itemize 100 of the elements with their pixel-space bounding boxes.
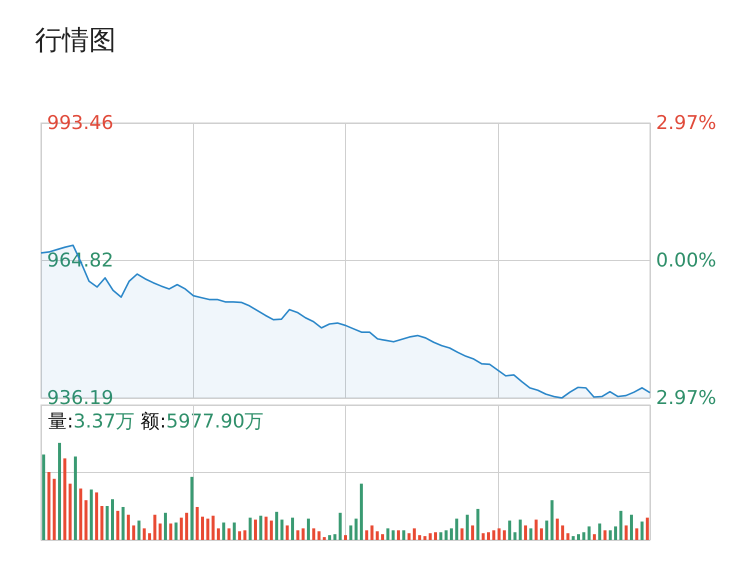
bar xyxy=(534,520,538,540)
bar xyxy=(116,510,120,540)
bar xyxy=(428,533,432,540)
bar xyxy=(126,514,130,540)
bar xyxy=(572,536,575,540)
bar xyxy=(110,499,114,540)
bar xyxy=(412,528,416,540)
bar xyxy=(423,536,426,540)
bar xyxy=(137,520,140,540)
bar xyxy=(619,510,622,540)
bar xyxy=(513,532,516,540)
bar xyxy=(84,500,88,540)
bar xyxy=(486,532,490,540)
bar xyxy=(603,530,606,540)
bar xyxy=(90,489,93,540)
bar xyxy=(222,522,226,540)
bar xyxy=(79,488,82,540)
bar xyxy=(190,476,194,540)
bar xyxy=(444,530,448,540)
bar xyxy=(624,525,628,540)
bar xyxy=(360,484,363,540)
bar xyxy=(333,534,336,540)
bar xyxy=(460,528,464,540)
bar xyxy=(466,514,469,540)
bar xyxy=(122,506,125,540)
bar xyxy=(540,528,543,540)
bar xyxy=(582,532,586,540)
bar xyxy=(476,508,480,540)
bar xyxy=(392,530,395,540)
bar xyxy=(243,530,246,540)
bar xyxy=(338,512,342,540)
bar xyxy=(386,528,390,540)
bar xyxy=(502,530,506,540)
bar xyxy=(381,534,384,540)
bar xyxy=(259,516,262,540)
bar xyxy=(344,535,347,540)
bar xyxy=(212,516,215,540)
bar xyxy=(455,518,458,540)
bar xyxy=(450,528,453,540)
y-tick-label: 936.19 xyxy=(47,387,114,409)
bar xyxy=(524,525,528,540)
bar xyxy=(132,525,136,540)
bar xyxy=(100,506,104,540)
y2-tick-label: 2.97% xyxy=(656,387,716,409)
bar xyxy=(68,484,72,540)
bar xyxy=(508,520,512,540)
bar xyxy=(254,520,257,540)
bar xyxy=(545,520,548,540)
y-tick-label: 993.46 xyxy=(47,112,114,134)
bar xyxy=(408,533,411,540)
bar xyxy=(302,528,305,540)
bar xyxy=(238,531,242,540)
bar xyxy=(471,525,474,540)
bar xyxy=(196,506,199,540)
bar xyxy=(354,518,358,540)
bar xyxy=(322,537,326,540)
bar xyxy=(365,530,368,540)
bar xyxy=(47,472,50,540)
bar xyxy=(498,528,501,540)
bar xyxy=(52,478,56,540)
bar xyxy=(370,525,374,540)
bar xyxy=(264,516,268,540)
bar xyxy=(640,522,644,540)
bar xyxy=(418,535,422,540)
bar xyxy=(291,518,294,540)
bar xyxy=(153,514,156,540)
bar xyxy=(635,528,638,540)
bar xyxy=(142,528,146,540)
bar xyxy=(556,518,559,540)
bar xyxy=(328,535,332,540)
bar xyxy=(280,520,284,540)
bar xyxy=(439,532,442,540)
bar xyxy=(206,518,210,540)
bar xyxy=(376,531,379,540)
bar xyxy=(74,456,77,540)
bar xyxy=(577,534,580,540)
bar xyxy=(296,530,300,540)
bar xyxy=(608,530,612,540)
bar xyxy=(286,525,289,540)
bar xyxy=(306,518,310,540)
bar xyxy=(518,520,522,540)
chart-title: 行情图 xyxy=(35,25,116,56)
bar xyxy=(646,518,649,540)
bar xyxy=(396,530,400,540)
bar xyxy=(42,454,46,540)
bar xyxy=(588,526,591,540)
bar xyxy=(614,526,618,540)
bar xyxy=(63,458,66,540)
bar xyxy=(592,534,596,540)
y2-tick-label: 0.00% xyxy=(656,250,716,272)
bar xyxy=(402,530,406,540)
bar xyxy=(550,500,554,540)
bar xyxy=(318,531,321,540)
bar xyxy=(95,492,98,540)
bar xyxy=(434,532,438,540)
bar xyxy=(185,512,188,540)
y2-tick-label: 2.97% xyxy=(656,112,716,134)
bar xyxy=(630,514,633,540)
bar xyxy=(106,506,109,540)
bar xyxy=(349,525,352,540)
